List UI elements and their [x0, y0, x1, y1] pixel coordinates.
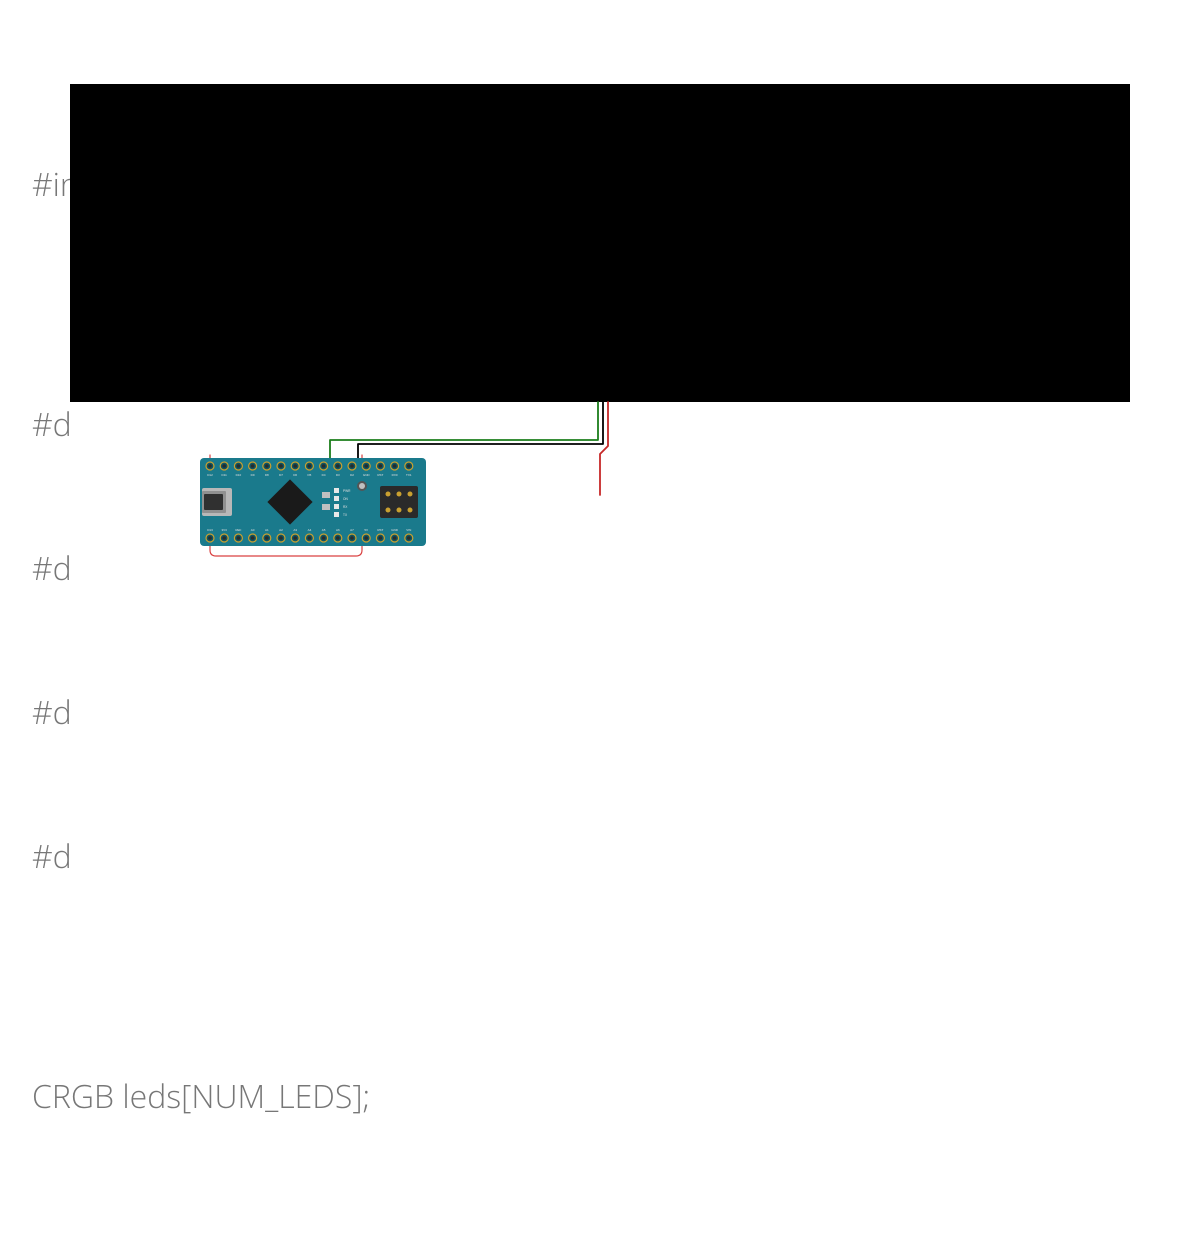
code-line: #d: [32, 545, 370, 593]
svg-text:3V3: 3V3: [222, 528, 228, 532]
svg-text:A1: A1: [265, 528, 269, 532]
svg-text:D11: D11: [222, 473, 228, 477]
svg-text:GND: GND: [363, 473, 371, 477]
svg-text:REF: REF: [235, 528, 241, 532]
svg-text:5V: 5V: [364, 528, 368, 532]
svg-text:PWR: PWR: [343, 489, 351, 493]
svg-text:D10: D10: [236, 473, 242, 477]
svg-text:A0: A0: [251, 528, 255, 532]
svg-text:RST: RST: [377, 473, 383, 477]
svg-text:A4: A4: [308, 528, 312, 532]
arduino-nano: PWR ON RX TX D12D11D10D9D8D7D6D5D4D3D2GN…: [200, 458, 426, 546]
svg-text:TX1: TX1: [406, 473, 412, 477]
svg-text:A5: A5: [322, 528, 326, 532]
svg-text:D5: D5: [307, 473, 311, 477]
code-line: #d: [32, 401, 370, 449]
svg-text:D4: D4: [322, 473, 326, 477]
svg-text:D6: D6: [293, 473, 297, 477]
svg-text:A7: A7: [350, 528, 354, 532]
svg-text:D7: D7: [279, 473, 283, 477]
svg-text:A2: A2: [279, 528, 283, 532]
svg-text:RST: RST: [377, 528, 383, 532]
svg-text:GND: GND: [391, 528, 399, 532]
svg-text:D8: D8: [265, 473, 269, 477]
code-line: CRGB leds[NUM_LEDS];: [32, 1073, 370, 1121]
svg-text:VIN: VIN: [406, 528, 411, 532]
green-wire: [330, 402, 598, 460]
svg-text:D12: D12: [207, 473, 213, 477]
code-line: #d: [32, 689, 370, 737]
led-matrix-panel: [70, 84, 1130, 402]
black-wire: [358, 402, 603, 460]
svg-text:A6: A6: [336, 528, 340, 532]
svg-text:D3: D3: [336, 473, 340, 477]
code-line: #d: [32, 833, 370, 881]
red-wire: [600, 402, 608, 495]
svg-text:RX0: RX0: [392, 473, 398, 477]
svg-text:A3: A3: [293, 528, 297, 532]
svg-text:D13: D13: [207, 528, 213, 532]
svg-text:ON: ON: [343, 497, 348, 501]
svg-text:D2: D2: [350, 473, 354, 477]
svg-text:D9: D9: [251, 473, 255, 477]
